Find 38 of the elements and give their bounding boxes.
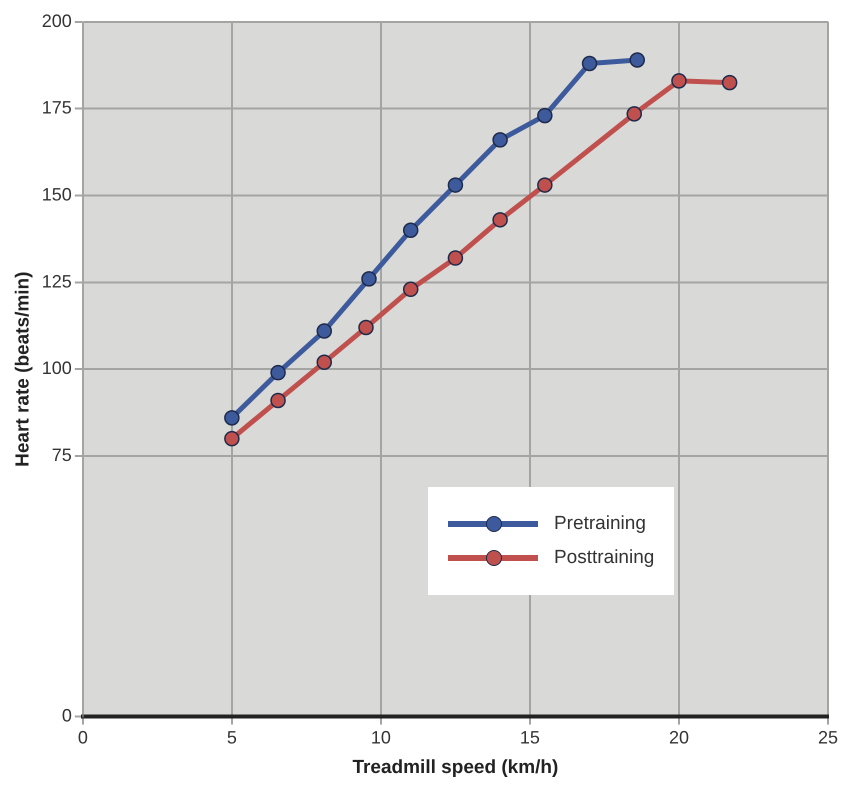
x-tick-label: 10 — [370, 727, 391, 748]
legend-label: Posttraining — [554, 546, 654, 569]
point — [270, 392, 286, 408]
y-tick-label: 150 — [42, 184, 72, 204]
x-tick-label: 20 — [668, 727, 689, 748]
y-tick-label: 0 — [62, 706, 72, 726]
y-tick-label: 75 — [52, 445, 72, 466]
point — [722, 74, 738, 90]
y-tick-label: 100 — [42, 358, 72, 378]
y-tick-label: 200 — [42, 10, 72, 31]
point — [224, 430, 240, 446]
point — [270, 364, 286, 380]
point — [582, 56, 598, 72]
point — [492, 212, 508, 228]
x-tick-label: 25 — [818, 727, 838, 748]
point — [316, 354, 332, 370]
y-tick-label: 125 — [42, 271, 72, 292]
point — [537, 177, 553, 193]
point — [448, 250, 464, 266]
point — [629, 52, 645, 68]
x-tick-label: 15 — [520, 727, 540, 748]
y-tick-label: 175 — [42, 98, 72, 118]
point — [537, 108, 553, 124]
point — [448, 177, 464, 193]
legend-label: Pretraining — [554, 512, 646, 535]
point — [316, 323, 332, 339]
point — [402, 222, 418, 238]
point — [671, 73, 687, 89]
x-axis-title: Treadmill speed (km/h) — [352, 756, 558, 778]
point — [402, 282, 418, 298]
point — [626, 106, 642, 122]
point — [358, 320, 374, 336]
x-tick-label: 0 — [78, 727, 88, 748]
x-tick-label: 5 — [226, 727, 237, 748]
y-axis-title: Heart rate (beats/min) — [12, 272, 34, 467]
point — [224, 410, 240, 426]
point — [361, 271, 377, 287]
point — [492, 132, 508, 148]
